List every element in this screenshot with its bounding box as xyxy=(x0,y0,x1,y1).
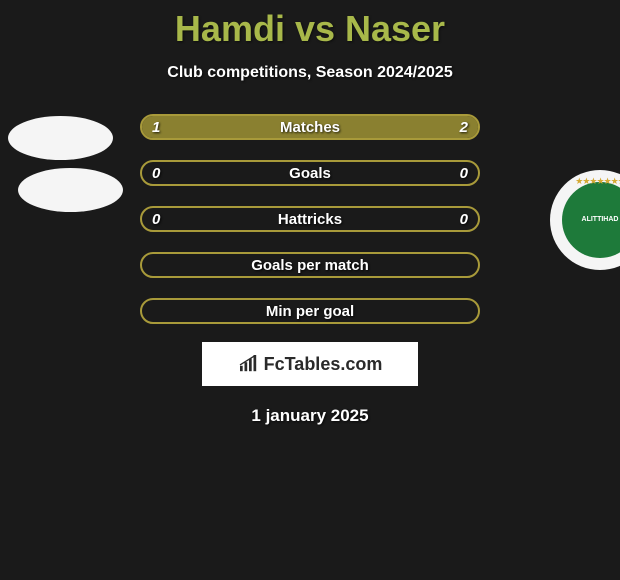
logo-text: FcTables.com xyxy=(264,354,383,375)
fctables-logo[interactable]: FcTables.com xyxy=(202,342,418,386)
bar-label: Matches xyxy=(280,119,340,136)
stat-bar-min-per-goal: Min per goal xyxy=(140,298,480,324)
club-badge-inner: ★★★★★★★ ALITTIHAD xyxy=(562,182,620,258)
bar-value-left: 1 xyxy=(152,119,160,136)
badge-stars-icon: ★★★★★★★ xyxy=(575,176,620,187)
bar-label: Min per goal xyxy=(266,303,354,320)
stat-bar-matches: 1 Matches 2 xyxy=(140,114,480,140)
bar-label: Goals xyxy=(289,165,331,182)
bar-value-right: 0 xyxy=(460,165,468,182)
stat-bar-hattricks: 0 Hattricks 0 xyxy=(140,206,480,232)
player-avatar-1 xyxy=(8,116,113,160)
bar-chart-icon xyxy=(238,355,260,373)
bar-label: Goals per match xyxy=(251,257,369,274)
bar-label: Hattricks xyxy=(278,211,342,228)
badge-text: ALITTIHAD xyxy=(582,216,619,224)
subtitle: Club competitions, Season 2024/2025 xyxy=(0,64,620,82)
page-title: Hamdi vs Naser xyxy=(0,0,620,50)
bar-value-left: 0 xyxy=(152,165,160,182)
player-avatar-2 xyxy=(18,168,123,212)
stat-bar-goals-per-match: Goals per match xyxy=(140,252,480,278)
bar-value-right: 2 xyxy=(460,119,468,136)
bar-value-left: 0 xyxy=(152,211,160,228)
stat-bar-goals: 0 Goals 0 xyxy=(140,160,480,186)
bar-value-right: 0 xyxy=(460,211,468,228)
date-label: 1 january 2025 xyxy=(0,406,620,426)
